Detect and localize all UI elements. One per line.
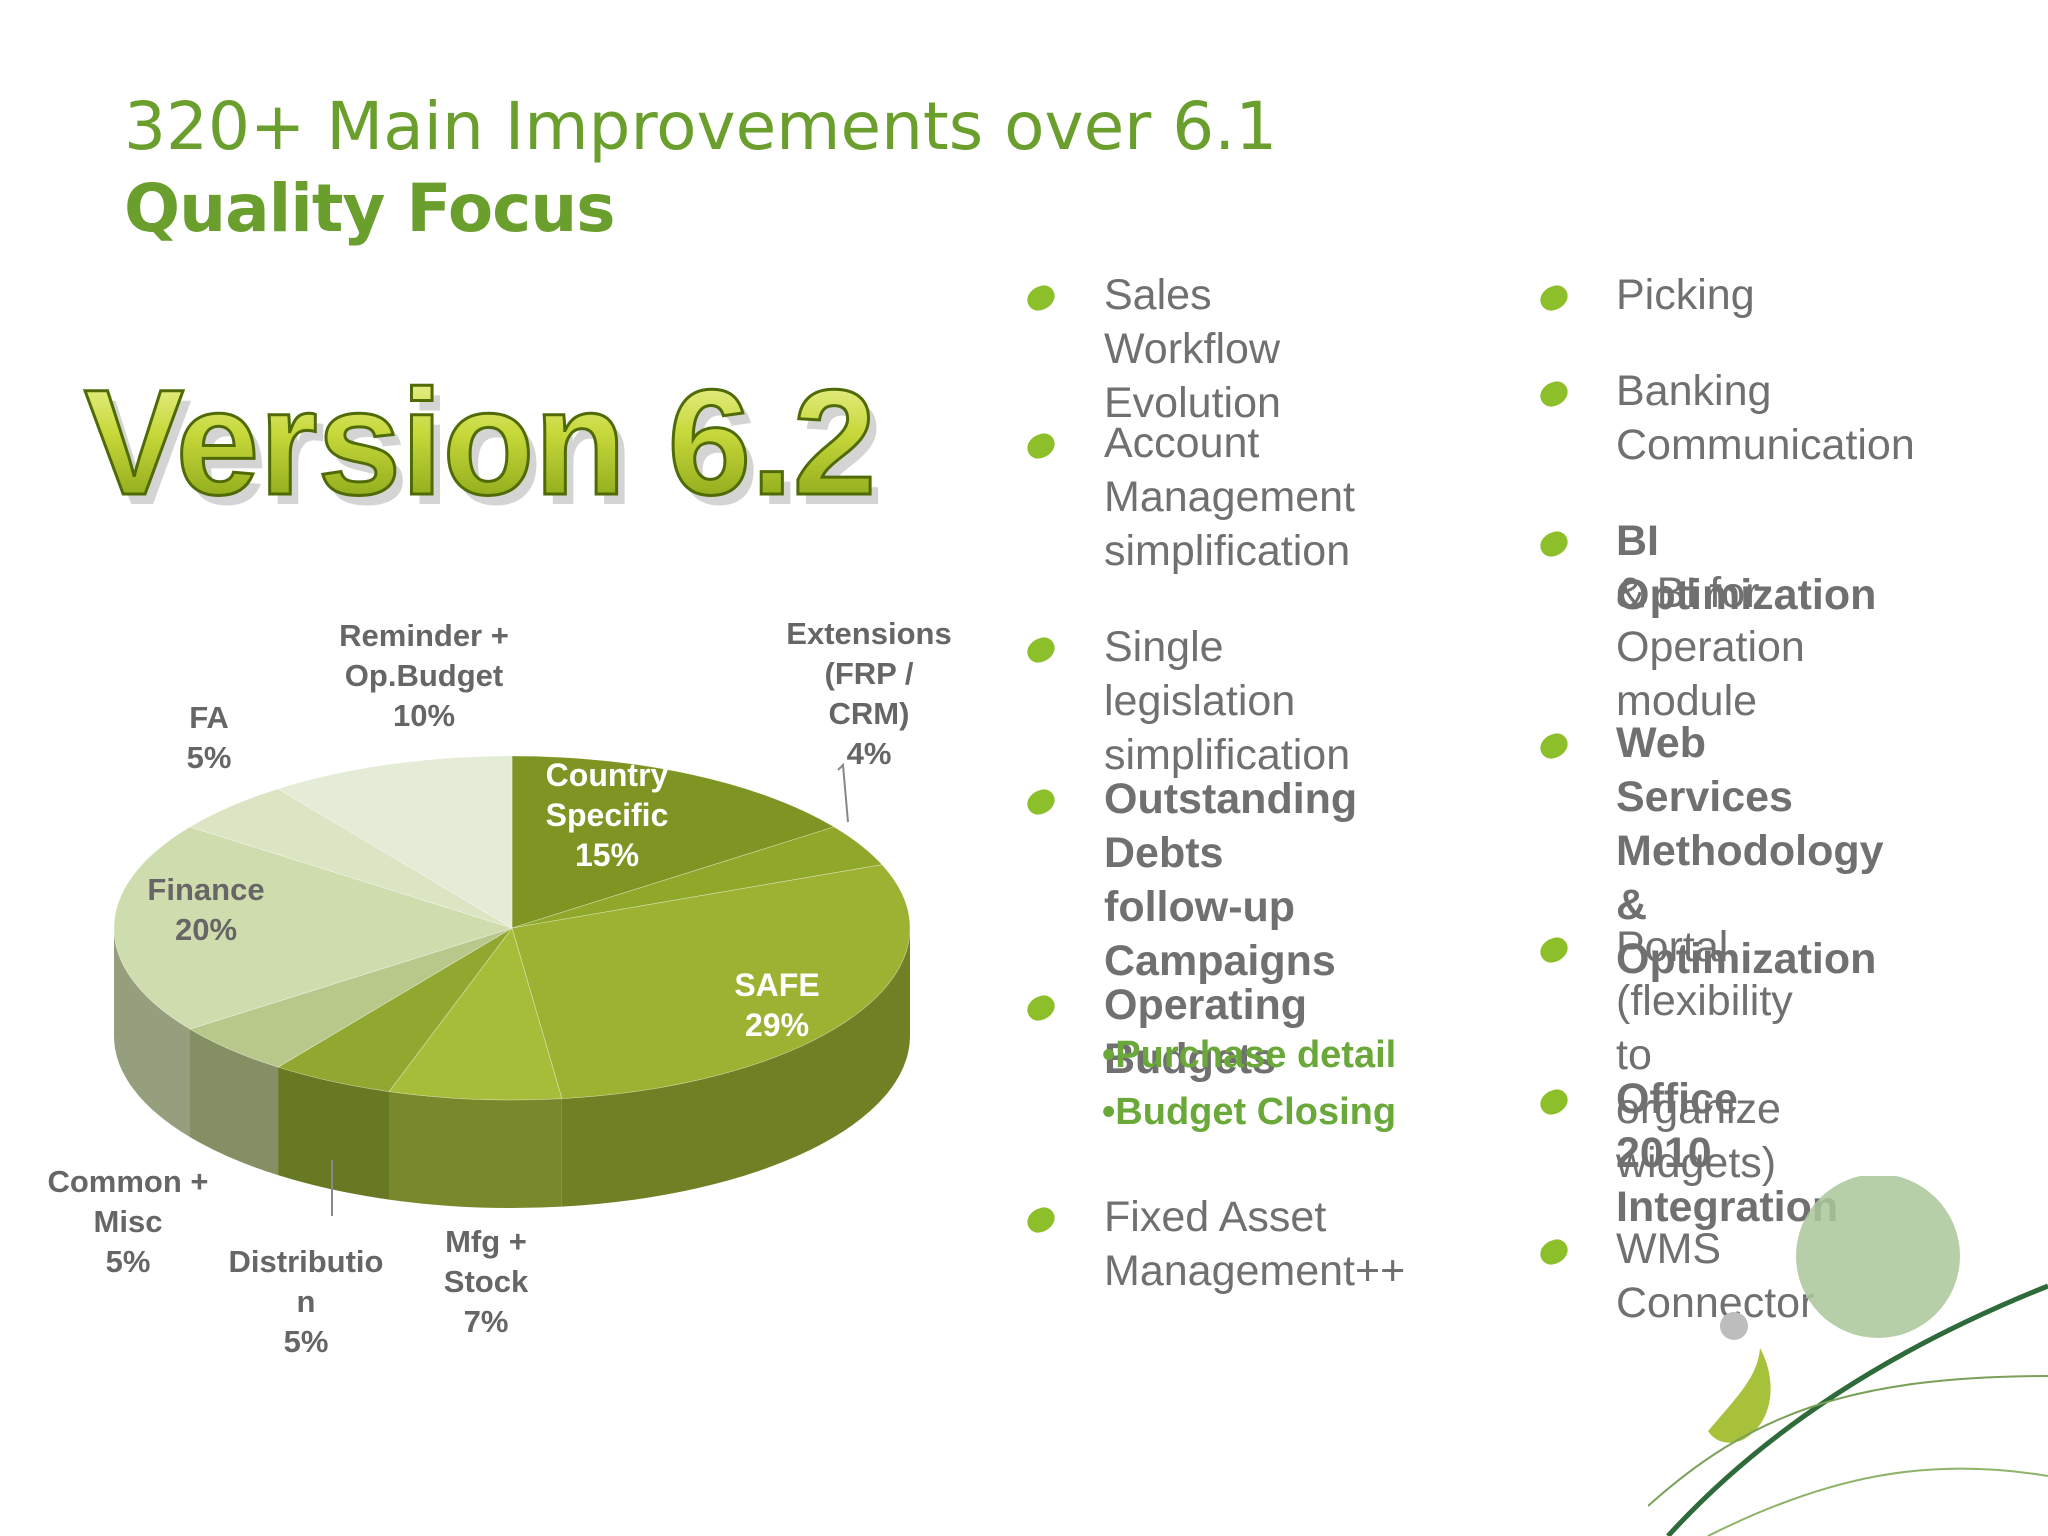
pie-label-line: Common + [47, 1164, 208, 1199]
bullet-icon [1537, 1087, 1571, 1117]
pie-side-5 [190, 1029, 279, 1176]
feature-item: Sales Workflow Evolution [1104, 271, 1281, 427]
feature-item: Operating Budgets [1104, 981, 1308, 1083]
version-logo: Version 6.2 Version 6.2 [83, 360, 885, 536]
deco-curve [1666, 1283, 2048, 1536]
feature-item: Picking [1616, 271, 1755, 319]
bullet-icon [1024, 1205, 1058, 1235]
pie-label-line: Country [546, 757, 669, 793]
bullet-icon [1537, 529, 1571, 559]
feature-item: Fixed Asset Management++ [1104, 1193, 1406, 1295]
pie-label-line: Misc [94, 1204, 163, 1239]
pie-label-line: Mfg + [445, 1224, 527, 1259]
pie-label-safe: SAFE 29% [734, 967, 819, 1043]
feature-item: Outstanding Debts follow-up Campaigns [1104, 775, 1358, 985]
pie-side-4 [278, 1067, 390, 1200]
pie-side-2 [561, 928, 910, 1207]
pie-slice-3 [388, 927, 563, 1101]
deco-curve-thin-2 [1707, 1467, 2048, 1536]
bullet-icon [1024, 431, 1058, 461]
pie-label-line: 20% [175, 912, 237, 947]
pie-label-fa: FA 5% [187, 700, 232, 775]
bullet-icon [1537, 379, 1571, 409]
pie-slice-2 [511, 864, 911, 1099]
deco-curve-thin [1648, 1375, 2048, 1507]
pie-label-line: 5% [187, 740, 232, 775]
pie-leader-lines [331, 762, 849, 1216]
slide-subtitle: Quality Focus [124, 170, 616, 247]
feature-item: BI Optimization [1616, 517, 1877, 619]
pie-label-reminder: Reminder + Op.Budget 10% [339, 618, 509, 733]
pie-slice-0 [511, 755, 835, 929]
pie-label-line: SAFE [734, 967, 819, 1003]
feature-item: Single legislation simplification [1104, 623, 1351, 779]
pie-leader-line-0 [837, 762, 849, 823]
pie-label-country: Country Specific 15% [546, 757, 669, 873]
deco-leaf [1708, 1348, 1771, 1443]
pie-side-3 [389, 1091, 562, 1208]
pie-slice-6 [113, 826, 514, 1030]
feature-subitem: •Budget Closing [1102, 1091, 1397, 1133]
pie-label-line: Specific [546, 797, 669, 833]
bullet-icon [1537, 283, 1571, 313]
pie-label-line: 4% [847, 736, 892, 771]
deco-bubble [1796, 1176, 1960, 1338]
pie-label-line: FA [189, 700, 229, 735]
pie-label-distribution: Distributio n 5% [229, 1244, 384, 1359]
pie-label-mfg: Mfg + Stock 7% [444, 1224, 529, 1339]
pie-label-line: Reminder + [339, 618, 509, 653]
pie-label-finance: Finance 20% [147, 872, 264, 947]
pie-label-line: Distributio [229, 1244, 384, 1279]
pie-label-line: Finance [147, 872, 264, 907]
pie-label-line: 29% [745, 1007, 809, 1043]
pie-label-line: n [297, 1284, 316, 1319]
pie-body [113, 755, 911, 1208]
version-logo-text: Version 6.2 [84, 360, 876, 526]
bullet-icon [1537, 935, 1571, 965]
bullet-icon [1024, 787, 1058, 817]
pie-label-line: CRM) [829, 696, 910, 731]
deco-dot [1720, 1312, 1748, 1340]
pie-label-line: 7% [464, 1304, 509, 1339]
decorative-swirl [1648, 1176, 2048, 1536]
pie-chart: Country Specific 15% Extensions (FRP / CRM) 4%… [47, 616, 951, 1359]
pie-label-line: 5% [284, 1324, 329, 1359]
feature-item: Banking Communication [1616, 367, 1915, 469]
bullet-icon [1024, 283, 1058, 313]
slide-title: 320+ Main Improvements over 6.1 [124, 88, 1278, 165]
feature-subitem: •Purchase detail [1102, 1034, 1397, 1076]
pie-labels: Country Specific 15% Extensions (FRP / CRM) 4%… [47, 616, 951, 1359]
feature-item: Portal (flexibility to organize widgets) [1616, 923, 1793, 1187]
pie-label-line: 15% [575, 837, 639, 873]
bullet-icon [1024, 635, 1058, 665]
pie-label-line: (FRP / [825, 656, 914, 691]
pie-label-extensions: Extensions (FRP / CRM) 4% [786, 616, 951, 771]
bullet-icon [1537, 731, 1571, 761]
pie-label-line: Stock [444, 1264, 529, 1299]
feature-item: Office 2010 Integration [1616, 1075, 1839, 1231]
version-logo-shadow: Version 6.2 [92, 368, 884, 536]
feature-item: Web Services Methodology & Optimization [1616, 719, 1884, 983]
pie-label-line: Extensions [786, 616, 951, 651]
pie-label-line: 5% [106, 1244, 151, 1279]
feature-item: Account Management simplification [1104, 419, 1355, 575]
pie-label-line: 10% [393, 698, 455, 733]
bullet-icon [1537, 1237, 1571, 1267]
pie-slice-8 [277, 755, 513, 929]
pie-label-line: Op.Budget [345, 658, 503, 693]
pie-side-6 [114, 928, 191, 1138]
feature-item: WMS Connector [1616, 1225, 1815, 1327]
bullet-icon [1024, 993, 1058, 1023]
pie-label-common: Common + Misc 5% [47, 1164, 208, 1279]
feature-item-detail: & BI for Operation module [1616, 569, 1805, 725]
